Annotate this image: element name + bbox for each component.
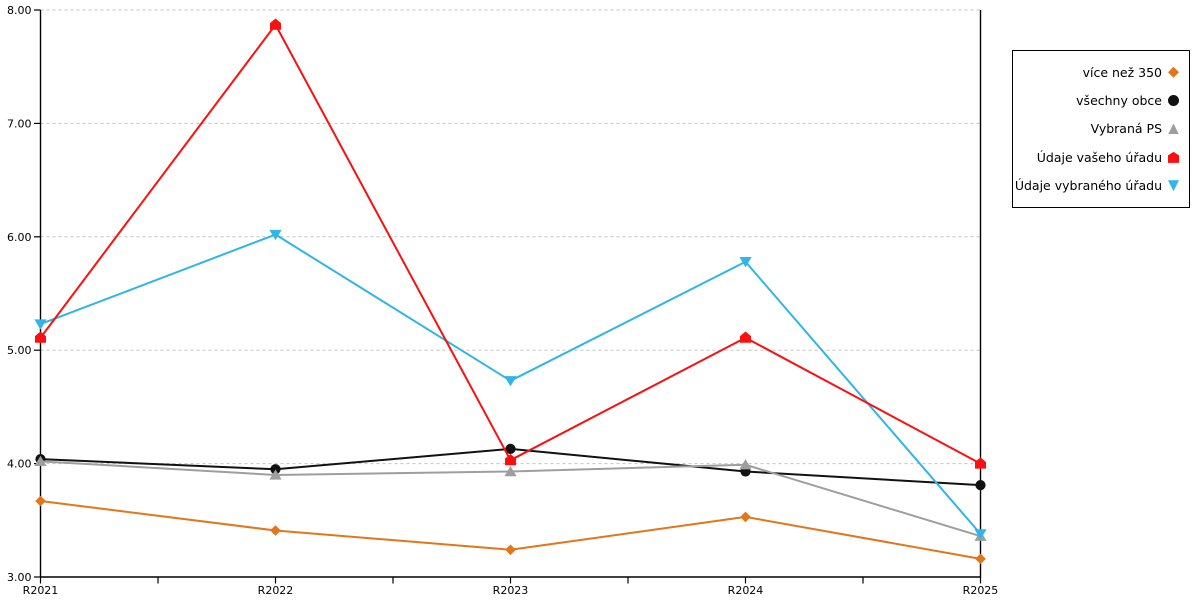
legend-item: Vybraná PS: [1019, 115, 1179, 143]
legend-label: Vybraná PS: [1090, 121, 1162, 137]
legend-item: více než 350: [1019, 58, 1179, 86]
pentagon-icon: [1168, 151, 1179, 163]
legend-label: více než 350: [1082, 64, 1162, 80]
data-point-triangle-down-icon: [739, 257, 752, 268]
data-point-circle-icon: [270, 464, 281, 475]
legend-item: Údaje vašeho úřadu: [1019, 143, 1179, 171]
data-point-triangle-down-icon: [34, 319, 47, 330]
data-point-circle-icon: [505, 443, 516, 454]
y-tick-label: 4.00: [7, 458, 32, 471]
data-point-triangle-down-icon: [504, 376, 517, 387]
data-point-diamond-icon: [740, 511, 751, 523]
legend: více než 350 všechny obce Vybraná PS Údaje …: [1012, 50, 1190, 208]
y-tick-label: 3.00: [7, 571, 32, 584]
x-tick-label: R2025: [963, 584, 999, 597]
data-point-pentagon-icon: [740, 331, 751, 343]
diamond-icon: [1168, 66, 1179, 78]
data-point-triangle-up-icon: [34, 455, 47, 467]
legend-label: Údaje vašeho úřadu: [1036, 149, 1162, 165]
x-tick-label: R2024: [728, 584, 764, 597]
legend-item: Údaje vybraného úřadu: [1015, 172, 1179, 200]
x-tick-label: R2022: [258, 584, 294, 597]
data-point-triangle-down-icon: [269, 229, 282, 241]
y-tick-label: 6.00: [7, 231, 32, 244]
data-point-diamond-icon: [35, 495, 46, 507]
data-point-triangle-up-icon: [269, 469, 282, 480]
y-tick-label: 7.00: [7, 117, 32, 130]
data-point-triangle-up-icon: [504, 465, 517, 477]
data-point-diamond-icon: [505, 544, 516, 556]
y-tick-label: 5.00: [7, 344, 32, 357]
series-line-4: [39, 23, 981, 465]
data-point-pentagon-icon: [35, 331, 46, 343]
x-tick-label: R2023: [493, 584, 529, 597]
legend-label: Údaje vybraného úřadu: [1014, 178, 1162, 194]
data-point-circle-icon: [975, 480, 986, 491]
data-point-diamond-icon: [975, 553, 986, 565]
legend-item: všechny obce: [1019, 86, 1179, 114]
data-point-triangle-down-icon: [974, 529, 987, 540]
triangle-up-icon: [1168, 123, 1179, 135]
data-point-triangle-up-icon: [739, 459, 752, 470]
data-point-pentagon-icon: [270, 18, 281, 30]
triangle-down-icon: [1168, 180, 1179, 192]
data-point-pentagon-icon: [975, 457, 986, 469]
y-tick-label: 8.00: [7, 4, 32, 17]
data-point-pentagon-icon: [505, 453, 516, 466]
circle-icon: [1168, 95, 1179, 107]
data-point-diamond-icon: [270, 525, 281, 536]
legend-label: všechny obce: [1076, 93, 1162, 109]
x-tick-label: R2021: [23, 584, 59, 597]
